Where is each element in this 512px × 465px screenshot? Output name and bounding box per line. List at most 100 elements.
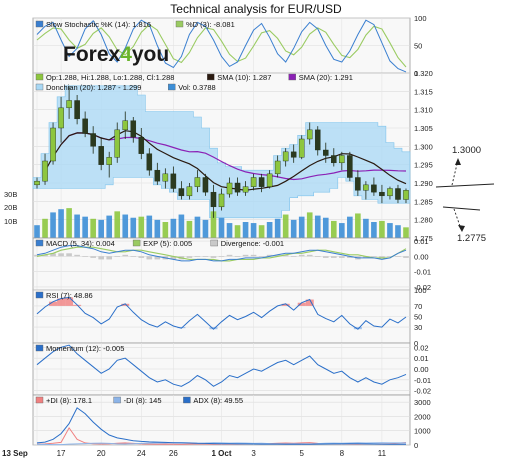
volume-bar: [234, 225, 241, 238]
rsi-legend-label-0: RSI (7): 48.86: [46, 291, 93, 300]
divergence-bar: [395, 256, 401, 257]
candle-body: [162, 173, 169, 182]
minus-di-line: [36, 442, 406, 446]
stoch-legend-swatch-1: [175, 20, 184, 28]
adx-legend-label-1: -DI (8): 145: [124, 396, 162, 405]
divergence-bar: [403, 256, 409, 258]
momentum-legend-label-0: Momentum (12): -0.005: [46, 344, 124, 353]
candle-body: [282, 151, 289, 162]
momentum-tick: 0.01: [414, 354, 429, 363]
divergence-bar: [314, 256, 321, 257]
divergence-bar: [266, 254, 273, 257]
divergence-bar: [82, 256, 88, 257]
volume-bar: [162, 222, 169, 238]
candle-body: [290, 151, 297, 158]
divergence-bar: [339, 256, 345, 258]
stoch-legend-swatch-0: [35, 20, 44, 28]
volume-bar: [138, 216, 145, 238]
stoch-legend-label-1: %D (3): -8.081: [186, 20, 235, 29]
volume-bar: [58, 209, 64, 238]
divergence-bar: [250, 254, 257, 257]
momentum-tick: 0.00: [414, 365, 429, 374]
volume-bar: [114, 211, 121, 238]
candle-body: [98, 146, 104, 165]
macd-tick: -0.02: [414, 283, 431, 292]
volume-bar: [298, 216, 305, 238]
volume-bar: [355, 213, 361, 238]
divergence-bar: [74, 254, 80, 257]
divergence-bar: [66, 253, 72, 257]
volume-tick: 10B: [4, 217, 17, 226]
volume-bar: [130, 217, 137, 238]
divergence-bar: [194, 256, 201, 257]
rsi-legend-swatch-0: [35, 291, 44, 299]
momentum-tick: -0.02: [414, 387, 431, 396]
stochastic-panel: 100 50 0 Slow Stochastic %K (14): 1.816 %D (…: [32, 14, 427, 78]
price-tick: 1.280: [414, 216, 433, 225]
volume-bar: [194, 216, 201, 238]
rsi-tick: 30: [414, 323, 422, 332]
price-tick: 1.315: [414, 87, 433, 96]
volume-bar: [290, 219, 297, 238]
divergence-bar: [98, 256, 104, 260]
price-legend-a-swatch-2: [288, 73, 296, 81]
price-tick: 1.305: [414, 124, 433, 133]
logo-text-you: you: [132, 43, 169, 66]
svg-text:Forex4you: Forex4you: [63, 43, 169, 66]
macd-line: [36, 245, 407, 262]
volume-bar: [363, 218, 369, 238]
candle-body: [82, 118, 88, 134]
volume-tick: 20B: [4, 203, 17, 212]
candle-body: [202, 177, 209, 193]
divergence-bar: [387, 256, 393, 257]
x-tick-label: 5: [299, 449, 304, 458]
candle-body: [58, 107, 64, 129]
adx-legend-swatch-1: [113, 396, 121, 404]
volume-bar: [379, 220, 385, 238]
price-tick: 1.295: [414, 161, 433, 170]
adx-legend-swatch-0: [35, 396, 44, 404]
candle-body: [210, 191, 217, 208]
divergence-bar: [42, 254, 48, 257]
divergence-bar: [274, 254, 281, 257]
candle-body: [266, 173, 273, 187]
adx-tick: 2000: [414, 412, 431, 421]
volume-bar: [34, 225, 40, 238]
x-axis: 13 Sep 17 20 24 26 1 Oct 3 5 8 11: [2, 449, 387, 458]
divergence-bar: [122, 254, 129, 257]
candle-body: [66, 100, 72, 109]
candle-body: [114, 129, 120, 158]
divergence-bar: [154, 256, 161, 260]
volume-bar: [186, 220, 193, 238]
adx-tick: 0: [414, 441, 418, 450]
volume-bar: [274, 218, 281, 238]
adx-legend-swatch-2: [183, 396, 191, 404]
candle-body: [323, 149, 329, 156]
rsi-overbought-fill: [65, 297, 74, 306]
annotation-lower: 1.2775: [457, 233, 486, 244]
divergence-bar: [379, 256, 385, 258]
volume-bar: [74, 214, 80, 238]
x-tick-label: 8: [340, 449, 345, 458]
stochastic-tick: 0: [414, 69, 418, 78]
macd-legend-label-0: MACD (5, 34): 0.004: [46, 239, 115, 248]
divergence-bar: [186, 256, 193, 258]
momentum-tick: -0.01: [414, 376, 431, 385]
candle-body: [90, 133, 96, 147]
x-tick-label: 3: [251, 449, 256, 458]
candle-body: [34, 180, 40, 186]
volume-bar: [314, 215, 321, 238]
candle-body: [194, 177, 201, 187]
price-legend-a-label-0: Op:1.288, Hi:1.288, Lo:1.288, Cl:1.288: [46, 73, 174, 82]
price-legend-a-label-2: SMA (20): 1.291: [299, 73, 353, 82]
volume-bar: [202, 219, 209, 238]
chart-title: Technical analysis for EUR/USD: [170, 2, 342, 16]
x-tick-label: 11: [378, 449, 387, 458]
volume-bar: [122, 214, 129, 238]
divergence-bar: [106, 256, 113, 260]
price-legend-a-swatch-1: [206, 73, 215, 81]
price-tick: 1.310: [414, 106, 433, 115]
stoch-legend-label-0: Slow Stochastic %K (14): 1.816: [46, 20, 151, 29]
chart-panels: 100 50 0 Slow Stochastic %K (14): 1.816 %D (…: [4, 14, 433, 450]
